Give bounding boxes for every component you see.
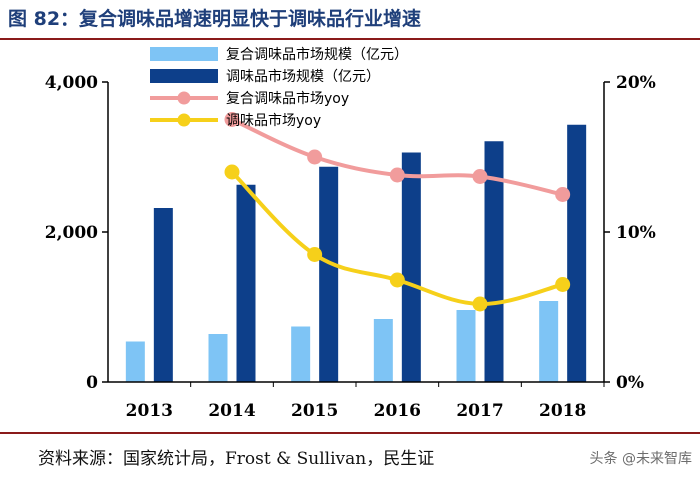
title-divider	[0, 38, 700, 40]
bar	[291, 326, 311, 382]
bar	[125, 341, 145, 382]
bar	[401, 152, 421, 382]
chart-title: 图 82：复合调味品增速明显快于调味品行业增速	[8, 8, 422, 30]
data-point	[472, 169, 488, 184]
data-point	[389, 167, 405, 183]
bar	[484, 141, 504, 382]
x-tick-label: 2017	[456, 401, 503, 421]
y-tick-label-right: 10%	[616, 223, 656, 243]
bar	[539, 301, 559, 382]
data-point	[555, 277, 571, 292]
series-line	[231, 117, 564, 197]
data-point	[307, 247, 323, 262]
data-point	[224, 112, 240, 127]
data-point	[389, 272, 405, 288]
data-point	[555, 187, 571, 202]
legend-label: 调味品市场yoy	[226, 112, 321, 129]
legend-label: 调味品市场规模（亿元）	[226, 68, 380, 85]
legend-swatch	[150, 69, 218, 83]
y-tick-label-right: 20%	[616, 73, 656, 93]
x-tick-label: 2014	[208, 401, 255, 421]
data-point	[224, 164, 240, 180]
legend-swatch	[150, 47, 218, 61]
data-point	[307, 149, 323, 165]
x-tick-label: 2013	[126, 401, 173, 421]
bar	[456, 310, 476, 382]
source-note: 资料来源：国家统计局，Frost & Sullivan，民生证	[38, 449, 435, 469]
y-tick-label-left: 2,000	[45, 223, 98, 243]
x-tick-label: 2018	[539, 401, 586, 421]
bar	[153, 208, 173, 382]
legend-marker	[177, 91, 191, 105]
footer-divider	[0, 432, 700, 434]
data-point	[472, 296, 488, 312]
y-tick-label-right: 0%	[616, 373, 644, 393]
bar	[319, 166, 339, 382]
legend-marker	[177, 113, 191, 127]
watermark: 头条 @未来智库	[589, 451, 692, 467]
bar	[567, 124, 587, 382]
chart: 0 2,000 4,000 0% 10% 20% 2013 2014 2015 2016 2017 2…	[45, 46, 656, 421]
bar	[373, 319, 393, 382]
y-tick-label-left: 0	[86, 373, 98, 393]
x-tick-label: 2015	[291, 401, 338, 421]
legend-label: 复合调味品市场yoy	[226, 90, 349, 107]
x-tick-label: 2016	[374, 401, 421, 421]
legend-label: 复合调味品市场规模（亿元）	[226, 46, 408, 63]
bar	[236, 184, 256, 382]
y-tick-label-left: 4,000	[45, 73, 98, 93]
bar	[208, 334, 228, 382]
